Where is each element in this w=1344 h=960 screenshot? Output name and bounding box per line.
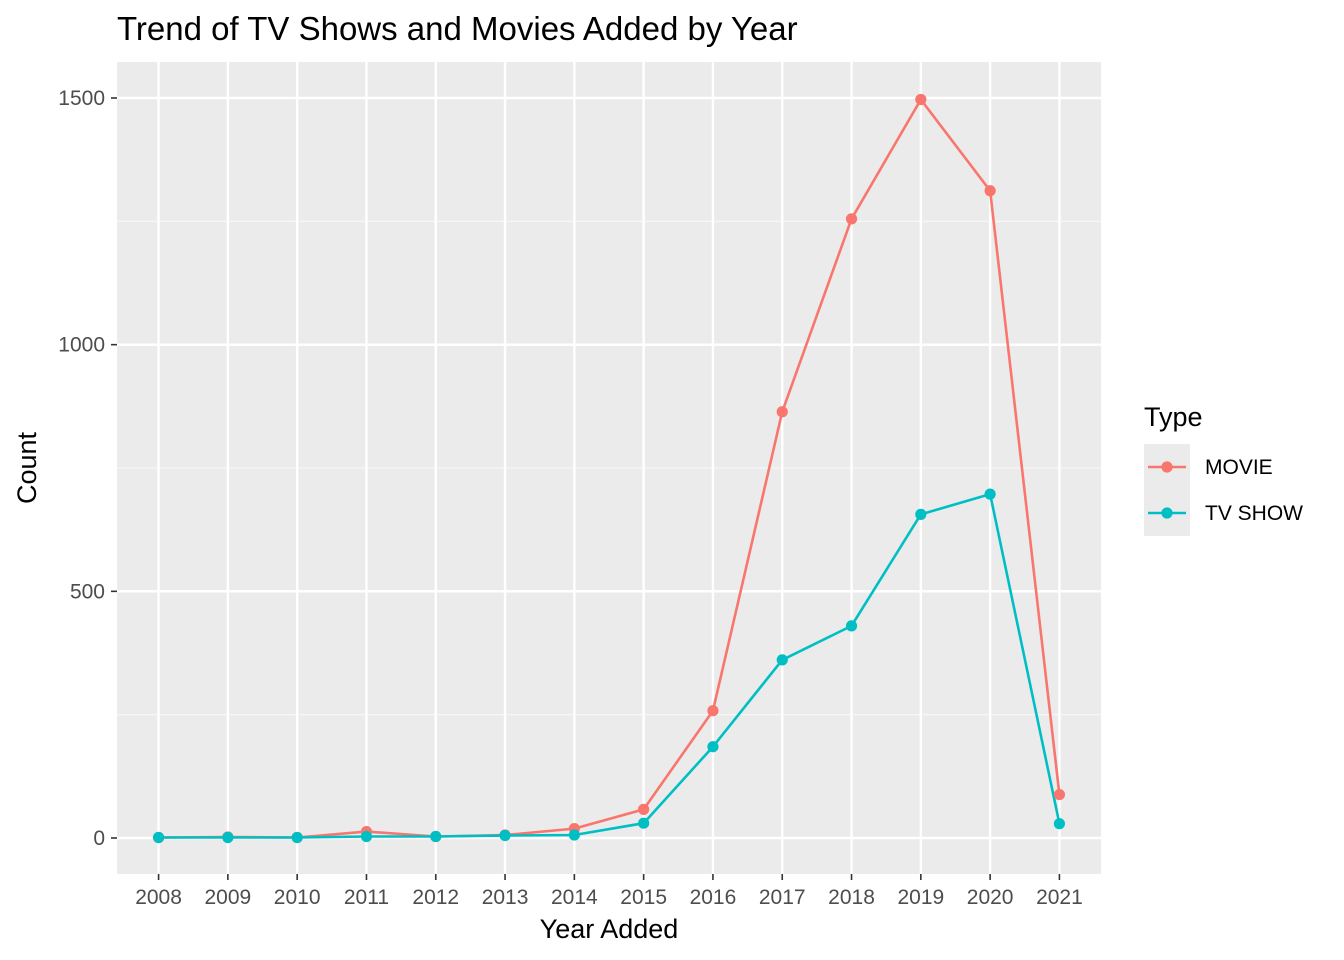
data-point-tv-show [707, 741, 719, 753]
series-line-tv-show [158, 492, 1061, 839]
data-point-movie [638, 803, 650, 815]
x-tick-label: 2011 [344, 886, 389, 909]
data-point-tv-show [984, 488, 996, 500]
minor-gridlines [117, 220, 1101, 716]
x-tick-label: 2015 [620, 886, 667, 909]
series-lines [158, 98, 1061, 839]
data-point-tv-show [568, 829, 580, 841]
x-tick-label: 2021 [1036, 886, 1083, 909]
legend-items: MOVIE TV SHOW [1148, 456, 1303, 525]
x-tick-label: 2008 [135, 886, 182, 909]
x-tick-label: 2020 [967, 886, 1014, 909]
chart-title: Trend of TV Shows and Movies Added by Ye… [117, 10, 798, 47]
legend-title: Type [1144, 402, 1203, 432]
x-tick-label: 2013 [482, 886, 529, 909]
series-points [152, 93, 1066, 844]
legend-item-tv-show: TV SHOW [1148, 502, 1303, 525]
data-point-tv-show [499, 829, 511, 842]
legend-item-movie: MOVIE [1148, 456, 1273, 479]
data-point-movie [915, 93, 927, 106]
y-tick-label: 0 [93, 827, 105, 850]
y-tick-label: 500 [70, 580, 105, 603]
x-axis: 2008 2009 2010 2011 2012 2013 2014 2015 2016 2017… [135, 874, 1083, 909]
legend-key-point [1161, 461, 1173, 473]
major-gridlines [117, 62, 1101, 874]
data-point-movie [845, 213, 858, 225]
legend-label: MOVIE [1205, 456, 1273, 479]
data-point-tv-show [222, 831, 234, 844]
data-point-tv-show [152, 831, 165, 844]
legend: Type MOVIE TV SHOW [1144, 402, 1303, 536]
data-point-tv-show [1053, 818, 1066, 830]
data-point-movie [776, 406, 788, 418]
x-tick-label: 2009 [205, 886, 252, 909]
x-tick-label: 2017 [759, 886, 806, 909]
x-tick-label: 2018 [828, 886, 875, 909]
y-tick-label: 1000 [58, 334, 105, 357]
x-tick-label: 2012 [412, 886, 459, 909]
x-axis-title: Year Added [540, 914, 679, 944]
x-tick-label: 2014 [551, 886, 598, 909]
x-tick-label: 2016 [690, 886, 737, 909]
data-point-movie [1053, 788, 1066, 801]
data-point-tv-show [915, 508, 927, 520]
y-tick-label: 1500 [58, 87, 105, 110]
data-point-tv-show [638, 817, 650, 829]
data-point-tv-show [430, 830, 442, 843]
data-point-tv-show [845, 620, 858, 632]
data-point-movie [707, 705, 719, 717]
legend-label: TV SHOW [1205, 502, 1303, 525]
data-point-tv-show [776, 654, 788, 666]
data-point-tv-show [291, 831, 303, 844]
data-point-tv-show [360, 830, 373, 843]
data-point-movie [984, 185, 996, 197]
y-axis-title: Count [12, 431, 42, 504]
x-tick-label: 2019 [897, 886, 944, 909]
y-axis: 0 500 1000 1500 [58, 87, 117, 850]
legend-key-background [1144, 444, 1190, 536]
x-tick-label: 2010 [274, 886, 321, 909]
legend-key-point [1161, 507, 1173, 519]
